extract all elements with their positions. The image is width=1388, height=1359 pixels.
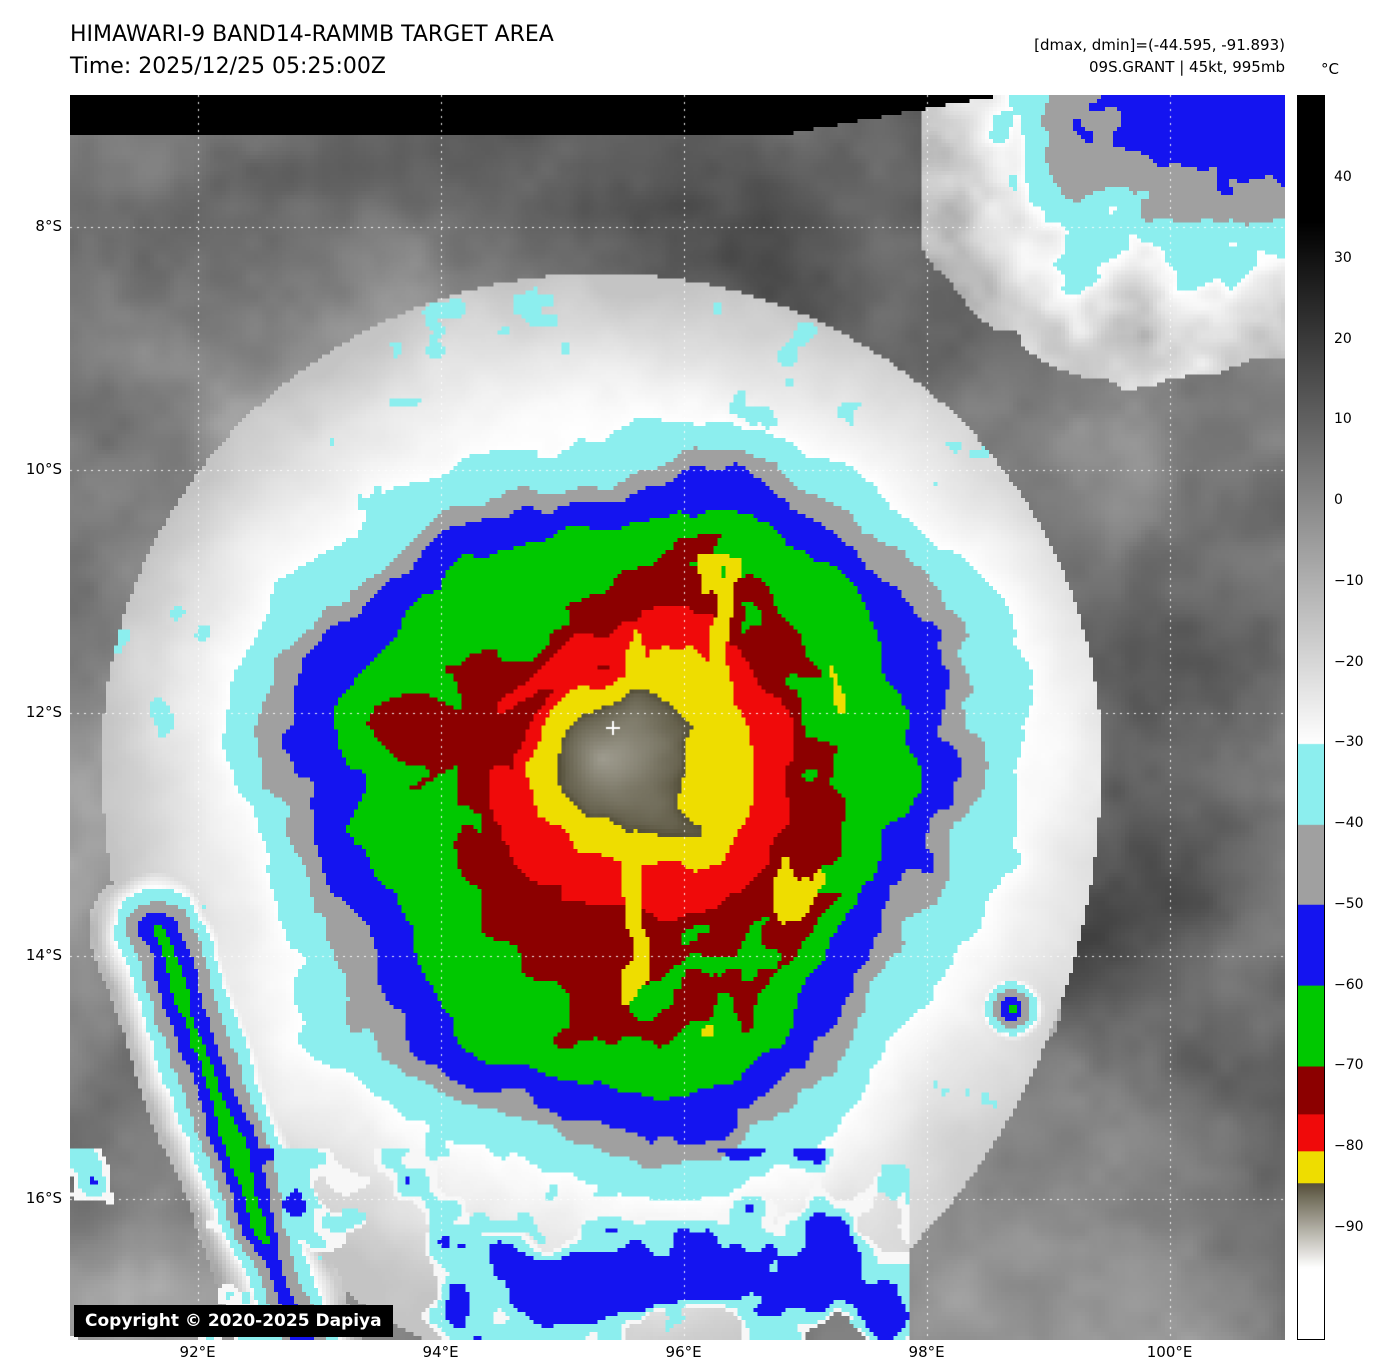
colorbar-tick-label: 30 bbox=[1334, 249, 1352, 266]
lon-tick-label: 96°E bbox=[665, 1343, 702, 1359]
colorbar-tick-label: −60 bbox=[1334, 976, 1364, 993]
lon-tick-label: 100°E bbox=[1146, 1343, 1193, 1359]
colorbar-tick-label: −10 bbox=[1334, 572, 1364, 589]
lat-tick-label: 12°S bbox=[25, 703, 62, 722]
colorbar-tick-label: −70 bbox=[1334, 1057, 1364, 1074]
colorbar-tick-label: −30 bbox=[1334, 734, 1364, 751]
colorbar-tick-label: −80 bbox=[1334, 1138, 1364, 1155]
lon-tick-label: 98°E bbox=[908, 1343, 945, 1359]
lat-tick-label: 14°S bbox=[25, 946, 62, 965]
colorbar-tick-label: 20 bbox=[1334, 330, 1352, 347]
colorbar-tick-label: 40 bbox=[1334, 169, 1352, 186]
colorbar-tick-label: −90 bbox=[1334, 1218, 1364, 1235]
colorbar-tick-label: −40 bbox=[1334, 815, 1364, 832]
lat-tick-label: 8°S bbox=[35, 217, 62, 236]
product-time: Time: 2025/12/25 05:25:00Z bbox=[70, 54, 386, 79]
lon-tick-label: 92°E bbox=[179, 1343, 216, 1359]
colorbar-canvas bbox=[1297, 95, 1325, 1340]
storm-info-readout: 09S.GRANT | 45kt, 995mb bbox=[1088, 58, 1285, 76]
colorbar-tick-label: 0 bbox=[1334, 492, 1343, 509]
colorbar-tick-label: −50 bbox=[1334, 895, 1364, 912]
dmax-dmin-readout: [dmax, dmin]=(-44.595, -91.893) bbox=[1034, 36, 1285, 54]
lat-tick-label: 10°S bbox=[25, 460, 62, 479]
colorbar-unit-label: °C bbox=[1321, 60, 1339, 78]
colorbar-tick-label: 10 bbox=[1334, 411, 1352, 428]
satellite-map: Copyright © 2020-2025 Dapiya bbox=[70, 95, 1285, 1340]
lat-tick-label: 16°S bbox=[25, 1189, 62, 1208]
header-right-info: [dmax, dmin]=(-44.595, -91.893) 09S.GRAN… bbox=[1034, 34, 1285, 78]
lon-tick-label: 94°E bbox=[422, 1343, 459, 1359]
colorbar-tick-label: −20 bbox=[1334, 653, 1364, 670]
product-title: HIMAWARI-9 BAND14-RAMMB TARGET AREA bbox=[70, 22, 554, 47]
copyright-label: Copyright © 2020-2025 Dapiya bbox=[74, 1305, 393, 1337]
graticule-overlay-canvas bbox=[70, 95, 1285, 1340]
